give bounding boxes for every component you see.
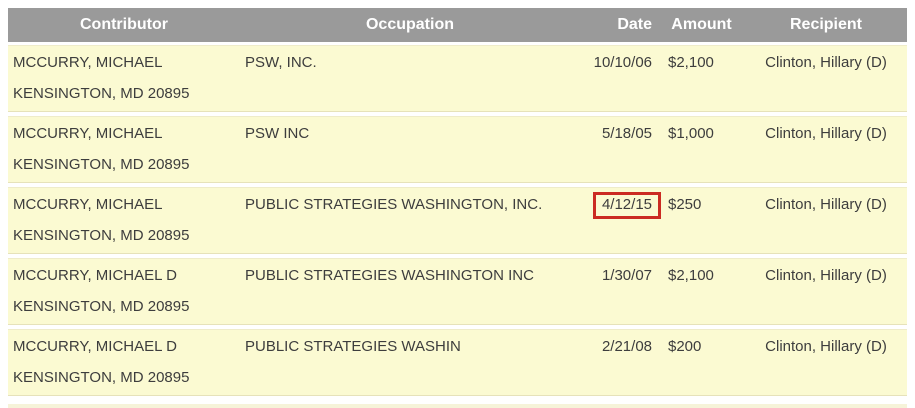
contributor-cell: MCCURRY, MICHAEL KENSINGTON, MD 20895 — [8, 46, 240, 111]
amount-cell: $200 — [668, 338, 702, 355]
column-header-contributor: Contributor — [80, 16, 168, 33]
occupation-cell: PUBLIC STRATEGIES WASHIN — [245, 338, 461, 355]
contributor-name: MCCURRY, MICHAEL — [13, 54, 163, 71]
recipient-cell: Clinton, Hillary (D) — [765, 196, 887, 213]
contributor-cell: MCCURRY, MICHAEL D KENSINGTON, MD 20895 — [8, 330, 240, 395]
date-cell: 10/10/06 — [580, 46, 658, 111]
recipient-cell: Clinton, Hillary (D) — [765, 267, 887, 284]
column-header-amount: Amount — [671, 16, 732, 33]
recipient-cell: Clinton, Hillary (D) — [765, 338, 887, 355]
table-header-row: Contributor Occupation Date Amount Recip… — [8, 8, 907, 42]
contributor-address: KENSINGTON, MD 20895 — [13, 298, 190, 315]
table-row: MCCURRY, MICHAEL D KENSINGTON, MD 20895 … — [8, 258, 907, 325]
contributor-cell: MCCURRY, MICHAEL D KENSINGTON, MD 20895 — [8, 259, 240, 324]
contributor-cell: MCCURRY, MICHAEL KENSINGTON, MD 20895 — [8, 117, 240, 182]
table-row: MCCURRY, MICHAEL KENSINGTON, MD 20895 PU… — [8, 187, 907, 254]
occupation-cell: PUBLIC STRATEGIES WASHINGTON, INC. — [245, 196, 543, 213]
date-cell: 5/18/05 — [580, 117, 658, 182]
contributor-address: KENSINGTON, MD 20895 — [13, 227, 190, 244]
amount-cell: $250 — [668, 196, 702, 213]
contributor-name: MCCURRY, MICHAEL D — [13, 267, 177, 284]
occupation-cell: PUBLIC STRATEGIES WASHINGTON INC — [245, 267, 534, 284]
table-row: MCCURRY, MICHAEL D KENSINGTON, MD 20895 … — [8, 329, 907, 396]
amount-cell: $2,100 — [668, 267, 714, 284]
contributor-address: KENSINGTON, MD 20895 — [13, 156, 190, 173]
contributor-cell: MCCURRY, MICHAEL KENSINGTON, MD 20895 — [8, 188, 240, 253]
contributor-name: MCCURRY, MICHAEL — [13, 125, 163, 142]
column-header-recipient: Recipient — [789, 16, 862, 33]
date-cell: 4/12/15 — [580, 188, 661, 253]
contributor-address: KENSINGTON, MD 20895 — [13, 85, 190, 102]
recipient-cell: Clinton, Hillary (D) — [765, 125, 887, 142]
amount-cell: $2,100 — [668, 54, 714, 71]
contributor-name: MCCURRY, MICHAEL D — [13, 338, 177, 355]
table-row: MCCURRY, MICHAEL KENSINGTON, MD 20895 PS… — [8, 116, 907, 183]
date-value: 1/30/07 — [601, 267, 652, 284]
column-header-date: Date — [617, 16, 652, 33]
recipient-cell: Clinton, Hillary (D) — [765, 54, 887, 71]
date-value: 2/21/08 — [601, 338, 652, 355]
contributor-address: KENSINGTON, MD 20895 — [13, 369, 190, 386]
amount-cell: $1,000 — [668, 125, 714, 142]
table-row: MCCURRY, MICHAEL KENSINGTON, MD 20895 PS… — [8, 45, 907, 112]
column-header-occupation: Occupation — [365, 16, 454, 33]
next-row-cutoff-sliver — [8, 404, 907, 408]
contributor-name: MCCURRY, MICHAEL — [13, 196, 163, 213]
date-cell: 2/21/08 — [580, 330, 658, 395]
date-value: 10/10/06 — [593, 54, 652, 71]
date-cell: 1/30/07 — [580, 259, 658, 324]
date-value-highlighted: 4/12/15 — [592, 192, 661, 219]
contributions-table: Contributor Occupation Date Amount Recip… — [8, 8, 907, 408]
occupation-cell: PSW INC — [245, 125, 310, 142]
occupation-cell: PSW, INC. — [245, 54, 317, 71]
date-value: 5/18/05 — [601, 125, 652, 142]
